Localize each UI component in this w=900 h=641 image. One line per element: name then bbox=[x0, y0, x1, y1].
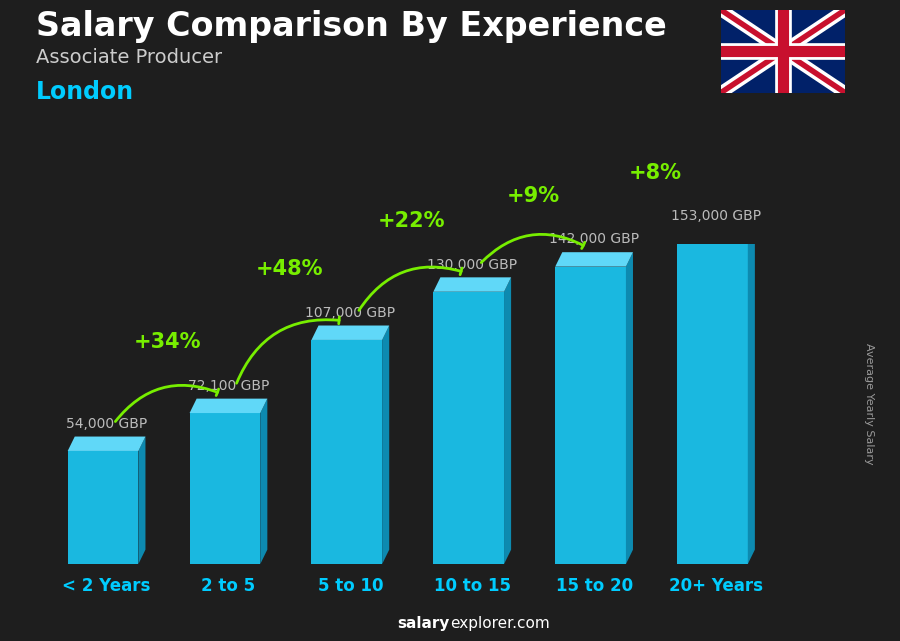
Polygon shape bbox=[626, 252, 633, 564]
Text: 72,100 GBP: 72,100 GBP bbox=[188, 379, 269, 393]
Text: 142,000 GBP: 142,000 GBP bbox=[549, 233, 639, 246]
Polygon shape bbox=[748, 229, 755, 564]
Bar bbox=[68, 451, 139, 564]
Text: +48%: +48% bbox=[256, 259, 323, 279]
Text: +8%: +8% bbox=[628, 163, 681, 183]
Polygon shape bbox=[382, 326, 389, 564]
Text: 20+ Years: 20+ Years bbox=[669, 577, 763, 595]
Bar bbox=[555, 267, 625, 564]
Polygon shape bbox=[68, 437, 146, 451]
Polygon shape bbox=[311, 326, 389, 340]
Text: +9%: +9% bbox=[507, 186, 560, 206]
Text: 2 to 5: 2 to 5 bbox=[202, 577, 256, 595]
Polygon shape bbox=[504, 278, 511, 564]
Text: salary: salary bbox=[398, 617, 450, 631]
Bar bbox=[677, 244, 748, 564]
Text: Associate Producer: Associate Producer bbox=[36, 48, 222, 67]
Text: 153,000 GBP: 153,000 GBP bbox=[670, 210, 761, 224]
Text: +34%: +34% bbox=[134, 332, 202, 352]
Polygon shape bbox=[677, 229, 755, 244]
Text: Average Yearly Salary: Average Yearly Salary bbox=[863, 343, 874, 465]
Text: 5 to 10: 5 to 10 bbox=[318, 577, 383, 595]
Text: Salary Comparison By Experience: Salary Comparison By Experience bbox=[36, 10, 667, 42]
Bar bbox=[311, 340, 382, 564]
Polygon shape bbox=[260, 399, 267, 564]
Bar bbox=[190, 413, 260, 564]
Text: explorer.com: explorer.com bbox=[450, 617, 550, 631]
Polygon shape bbox=[433, 278, 511, 292]
Text: London: London bbox=[36, 80, 134, 104]
Polygon shape bbox=[555, 252, 633, 267]
Polygon shape bbox=[139, 437, 146, 564]
Text: 107,000 GBP: 107,000 GBP bbox=[305, 306, 395, 320]
Text: 15 to 20: 15 to 20 bbox=[555, 577, 633, 595]
Text: < 2 Years: < 2 Years bbox=[62, 577, 151, 595]
Text: 54,000 GBP: 54,000 GBP bbox=[66, 417, 148, 431]
Text: +22%: +22% bbox=[377, 211, 445, 231]
Polygon shape bbox=[190, 399, 267, 413]
Text: 10 to 15: 10 to 15 bbox=[434, 577, 510, 595]
Text: 130,000 GBP: 130,000 GBP bbox=[428, 258, 518, 272]
Bar bbox=[433, 292, 504, 564]
